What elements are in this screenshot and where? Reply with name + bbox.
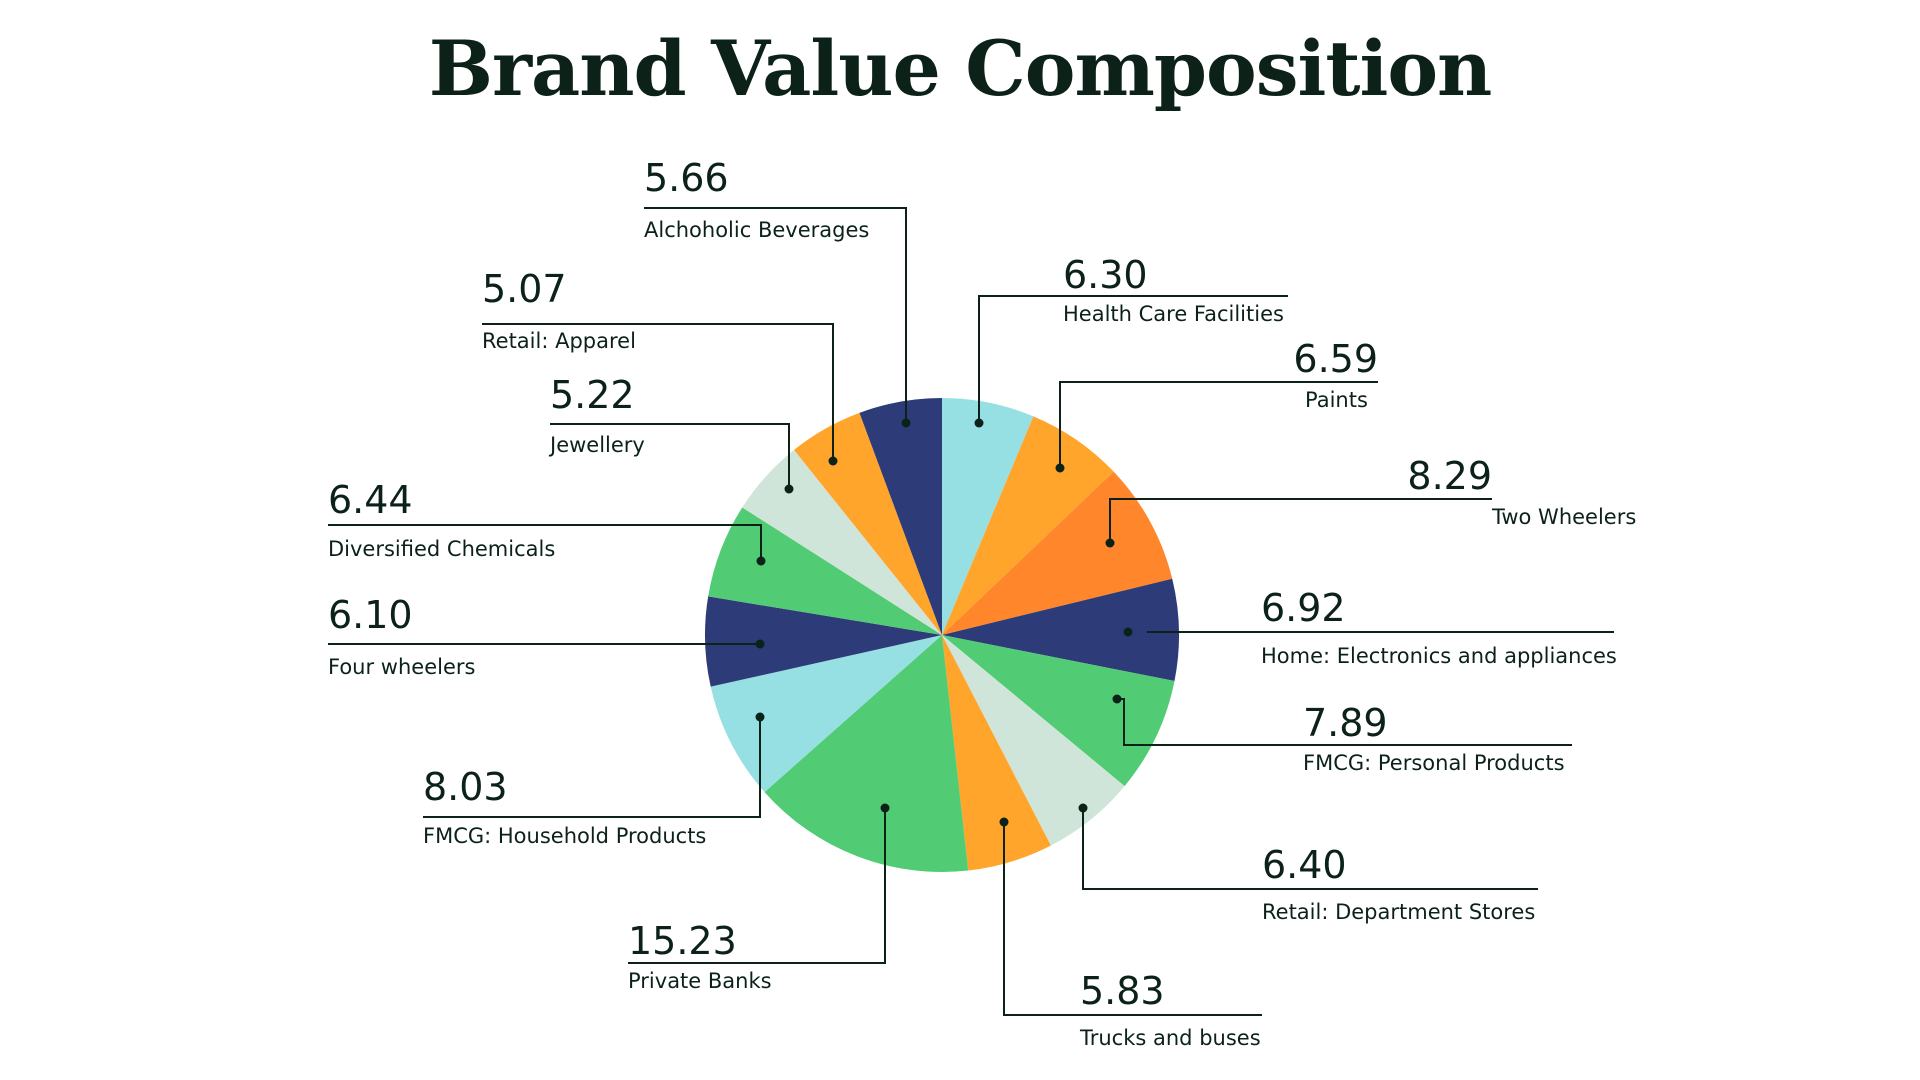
leader-line-two-wheelers [1109, 498, 1492, 543]
leader-dot-diversified-chemicals [756, 556, 766, 566]
leader-line-private-banks [628, 808, 886, 964]
leader-dot-private-banks [880, 803, 890, 813]
pie-slice-fmcg-household-products [710, 635, 942, 793]
category-label-fmcg-household-products: FMCG: Household Products [423, 824, 706, 848]
leader-line-trucks-and-buses [1003, 822, 1262, 1016]
value-label-retail-apparel: 5.07 [482, 267, 567, 311]
leader-dot-retail-apparel [828, 456, 838, 466]
pie-slice-health-care-facilities [942, 398, 1034, 635]
leader-line-jewellery [550, 423, 790, 489]
category-label-home-electronics-and-appliances: Home: Electronics and appliances [1261, 644, 1617, 668]
leader-dot-two-wheelers [1105, 538, 1115, 548]
category-label-four-wheelers: Four wheelers [328, 655, 475, 679]
chart-title: Brand Value Composition [429, 24, 1492, 113]
value-label-jewellery: 5.22 [550, 373, 635, 417]
leader-dot-fmcg-personal-products [1112, 694, 1122, 704]
value-label-fmcg-personal-products: 7.89 [1303, 701, 1388, 745]
leader-dot-health-care-facilities [974, 418, 984, 428]
leader-line-alchoholic-beverages [644, 207, 907, 423]
pie-slice-retail-department-stores [942, 635, 1125, 846]
leader-dot-four-wheelers [755, 639, 765, 649]
pie-slice-retail-apparel [794, 412, 942, 635]
callouts: 6.30 Health Care Facilities 6.59 Paints 8.29… [328, 156, 1636, 1050]
value-label-four-wheelers: 6.10 [328, 593, 413, 637]
leader-line-retail-apparel [482, 323, 834, 461]
leader-dot-jewellery [784, 484, 794, 494]
leader-dot-trucks-and-buses [999, 817, 1009, 827]
leader-line-paints [1059, 381, 1378, 468]
pie-slice-home-electronics-and-appliances [942, 578, 1179, 681]
leader-dot-home-electronics-and-appliances [1123, 627, 1133, 637]
value-label-home-electronics-and-appliances: 6.92 [1261, 586, 1346, 630]
leader-dot-paints [1055, 463, 1065, 473]
pie-slice-private-banks [764, 635, 969, 872]
leader-dot-alchoholic-beverages [901, 418, 911, 428]
leader-line-retail-department-stores [1082, 808, 1538, 890]
category-label-health-care-facilities: Health Care Facilities [1063, 302, 1284, 326]
value-label-private-banks: 15.23 [628, 919, 737, 963]
pie-slice-two-wheelers [942, 471, 1173, 635]
pie-slice-trucks-and-buses [942, 635, 1051, 871]
value-label-fmcg-household-products: 8.03 [423, 765, 508, 809]
leader-dot-retail-department-stores [1078, 803, 1088, 813]
pie-slice-jewellery [742, 449, 942, 635]
category-label-jewellery: Jewellery [548, 433, 645, 457]
category-label-retail-department-stores: Retail: Department Stores [1262, 900, 1535, 924]
category-label-fmcg-personal-products: FMCG: Personal Products [1303, 751, 1565, 775]
category-label-trucks-and-buses: Trucks and buses [1079, 1026, 1261, 1050]
value-label-retail-department-stores: 6.40 [1262, 843, 1347, 887]
value-label-paints: 6.59 [1293, 337, 1378, 381]
leader-line-diversified-chemicals [328, 524, 762, 561]
leader-dot-fmcg-household-products [755, 712, 765, 722]
pie-slice-four-wheelers [704, 596, 942, 687]
value-label-alchoholic-beverages: 5.66 [644, 156, 729, 200]
category-label-private-banks: Private Banks [628, 969, 772, 993]
category-label-paints: Paints [1305, 388, 1368, 412]
category-label-alchoholic-beverages: Alchoholic Beverages [644, 218, 869, 242]
value-label-trucks-and-buses: 5.83 [1080, 969, 1165, 1013]
category-label-two-wheelers: Two Wheelers [1491, 505, 1636, 529]
pie-slices [704, 398, 1179, 872]
pie-slice-alchoholic-beverages [859, 398, 942, 635]
category-label-retail-apparel: Retail: Apparel [482, 329, 636, 353]
leader-line-health-care-facilities [978, 295, 1288, 423]
pie-slice-fmcg-personal-products [942, 635, 1175, 787]
pie-slice-paints [942, 416, 1114, 635]
value-label-health-care-facilities: 6.30 [1063, 253, 1148, 297]
leader-line-fmcg-household-products [423, 717, 761, 818]
value-label-two-wheelers: 8.29 [1407, 454, 1492, 498]
pie-slice-diversified-chemicals [708, 507, 942, 635]
value-label-diversified-chemicals: 6.44 [328, 478, 413, 522]
category-label-diversified-chemicals: Diversified Chemicals [328, 537, 555, 561]
